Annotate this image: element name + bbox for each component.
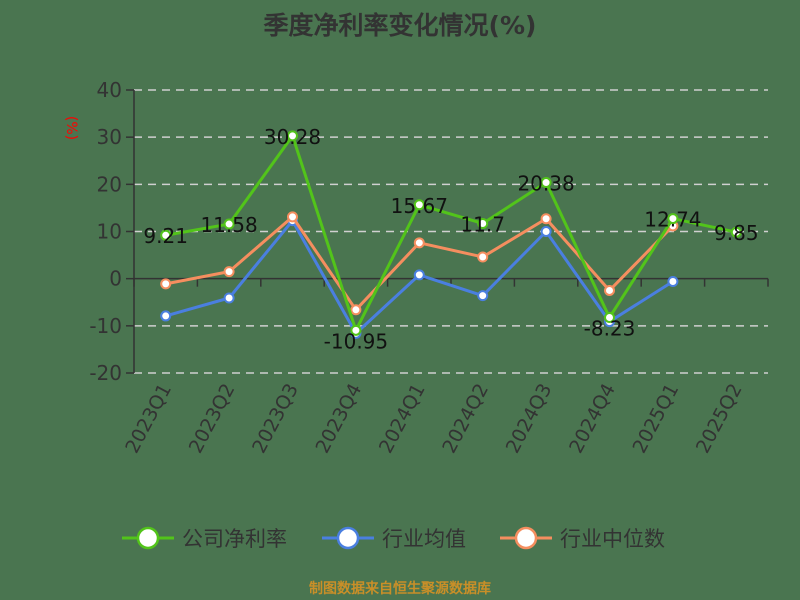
data-point-industry-avg: [667, 275, 679, 287]
data-point-industry-median: [477, 251, 489, 263]
x-tick-label: 2024Q4: [565, 380, 620, 457]
data-point-industry-avg: [477, 290, 489, 302]
data-point-company: [350, 324, 362, 336]
data-point-company: [540, 177, 552, 189]
legend-marker-company-icon: [122, 526, 174, 550]
data-label-company: -8.23: [584, 316, 636, 340]
data-point-industry-median: [287, 211, 298, 223]
data-point-industry-median: [413, 237, 425, 249]
legend-item-industry-avg[interactable]: 行业均值: [322, 522, 466, 554]
x-tick-label: 2023Q1: [121, 380, 176, 457]
chart-legend: 公司净利率 行业均值 行业中位数: [0, 522, 800, 554]
data-point-industry-avg: [223, 292, 235, 304]
y-tick-label: -10: [89, 314, 122, 338]
legend-label-industry-avg: 行业均值: [382, 527, 466, 551]
y-tick-label: 20: [97, 172, 122, 196]
data-label-company: 11.7: [460, 212, 505, 236]
x-tick-label: 2023Q2: [185, 380, 240, 457]
data-label-company: 9.21: [143, 224, 188, 248]
y-tick-label: 30: [97, 125, 122, 149]
data-point-industry-median: [223, 266, 235, 278]
data-label-company: -10.95: [324, 329, 388, 353]
x-tick-label: 2024Q2: [438, 380, 493, 457]
chart-title: 季度净利率变化情况(%): [263, 11, 537, 40]
data-point-company: [413, 199, 425, 211]
legend-marker-industry-avg-icon: [322, 526, 374, 550]
data-label-company: 11.58: [200, 213, 257, 237]
legend-item-company[interactable]: 公司净利率: [122, 522, 287, 554]
y-axis-unit-label: (%): [63, 116, 79, 140]
data-label-company: 15.67: [391, 194, 448, 218]
legend-label-industry-median: 行业中位数: [560, 527, 665, 551]
data-point-company: [477, 217, 489, 229]
y-tick-label: 0: [109, 267, 122, 291]
data-point-company: [730, 226, 742, 238]
y-tick-label: -20: [89, 361, 122, 385]
data-point-company: [287, 130, 298, 142]
data-label-company: 20.38: [517, 172, 574, 196]
x-tick-label: 2025Q1: [628, 380, 683, 457]
x-tick-label: 2023Q4: [311, 380, 366, 457]
data-label-company: 9.85: [714, 221, 759, 245]
data-point-industry-median: [604, 284, 615, 296]
data-point-industry-avg: [160, 310, 172, 322]
data-source-footer: 制图数据来自恒生聚源数据库: [309, 581, 491, 597]
data-point-company: [604, 311, 615, 323]
data-label-company: 30.28: [264, 125, 321, 149]
data-point-industry-median: [350, 304, 362, 316]
data-label-company: 12.74: [644, 208, 701, 232]
series-line-company: [165, 134, 737, 332]
data-point-company: [667, 213, 679, 225]
legend-label-company: 公司净利率: [182, 527, 287, 551]
data-point-industry-median: [160, 278, 172, 290]
legend-marker-industry-median-icon: [500, 526, 552, 550]
data-point-industry-median: [540, 213, 552, 225]
y-tick-label: 40: [97, 78, 122, 102]
y-tick-label: 10: [97, 220, 122, 244]
x-tick-label: 2024Q3: [502, 380, 557, 457]
data-point-industry-avg: [540, 226, 552, 237]
x-tick-label: 2024Q1: [375, 380, 430, 457]
data-point-industry-avg: [413, 269, 425, 281]
data-point-company: [223, 218, 235, 230]
legend-item-industry-median[interactable]: 行业中位数: [500, 522, 665, 554]
x-tick-label: 2025Q2: [692, 380, 747, 457]
data-point-company: [160, 229, 172, 241]
x-tick-label: 2023Q3: [248, 380, 303, 457]
